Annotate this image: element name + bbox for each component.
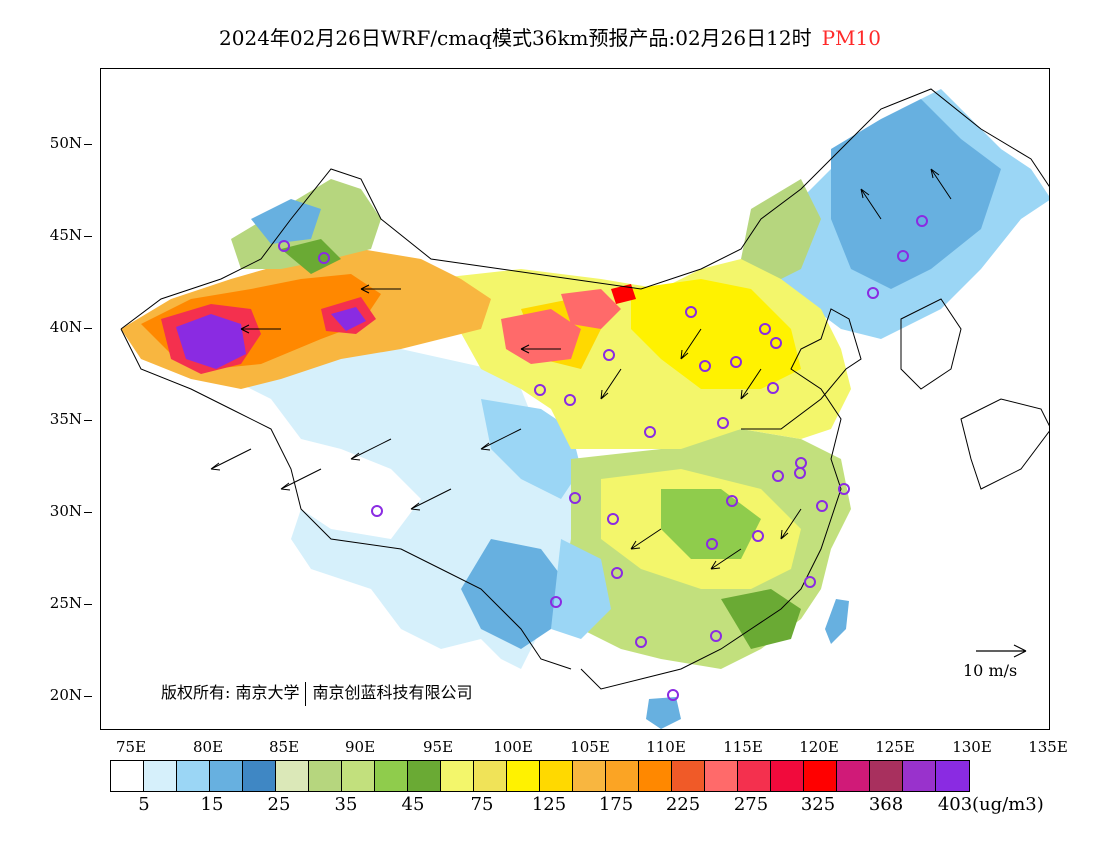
lon-label: 85E xyxy=(268,738,300,756)
legend-label: 15 xyxy=(200,794,224,815)
lat-label: 30N xyxy=(30,502,92,520)
legend-label: 368 xyxy=(868,794,904,815)
legend-swatch xyxy=(276,761,309,791)
lon-label: 95E xyxy=(422,738,454,756)
lon-label: 110E xyxy=(646,738,686,756)
korea-japan-outline xyxy=(900,298,1049,490)
legend-swatch xyxy=(837,761,870,791)
lon-label: 75E xyxy=(115,738,147,756)
title-main: 2024年02月26日WRF/cmaq模式36km预报产品:02月26日12时 xyxy=(219,26,812,50)
copyright-text: 版权所有: 南京大学 南京创蓝科技有限公司 xyxy=(161,679,473,706)
legend-swatch xyxy=(111,761,144,791)
lat-label: 20N xyxy=(30,686,92,704)
copyright-company: 南京创蓝科技有限公司 xyxy=(312,683,473,702)
legend-swatch xyxy=(243,761,276,791)
legend-swatch xyxy=(738,761,771,791)
legend-label: 125 xyxy=(531,794,567,815)
lon-label: 115E xyxy=(723,738,763,756)
legend-swatch xyxy=(771,761,804,791)
legend-label: 175 xyxy=(598,794,634,815)
title-variable: PM10 xyxy=(821,26,881,50)
lon-label: 120E xyxy=(799,738,839,756)
legend-swatch xyxy=(540,761,573,791)
legend-swatch xyxy=(870,761,903,791)
station-markers xyxy=(278,215,928,701)
wind-arrows xyxy=(210,168,952,570)
lat-label: 40N xyxy=(30,318,92,336)
legend-swatch xyxy=(375,761,408,791)
legend-unit: (ug/m3) xyxy=(972,794,1044,815)
legend-label: 75 xyxy=(470,794,494,815)
lat-label: 50N xyxy=(30,134,92,152)
pm10-field xyxy=(120,88,1049,729)
lon-label: 125E xyxy=(875,738,915,756)
legend-swatch xyxy=(672,761,705,791)
taiwan xyxy=(825,599,849,644)
color-legend xyxy=(110,760,970,792)
legend-swatch xyxy=(309,761,342,791)
lat-label: 25N xyxy=(30,594,92,612)
legend-swatch xyxy=(441,761,474,791)
lon-label: 135E xyxy=(1028,738,1068,756)
legend-swatch xyxy=(804,761,837,791)
map-panel: 版权所有: 南京大学 南京创蓝科技有限公司 10 m/s xyxy=(100,68,1050,730)
wind-scale-label: 10 m/s xyxy=(963,661,1018,680)
lon-label: 100E xyxy=(493,738,533,756)
border-south-west xyxy=(120,328,572,670)
legend-swatch xyxy=(408,761,441,791)
copyright-university: 版权所有: 南京大学 xyxy=(161,683,300,702)
legend-label: 25 xyxy=(267,794,291,815)
lon-label: 130E xyxy=(952,738,992,756)
lon-label: 105E xyxy=(570,738,610,756)
legend-label: 5 xyxy=(138,794,150,815)
lon-label: 80E xyxy=(192,738,224,756)
copyright-separator xyxy=(305,681,307,706)
scale-arrow xyxy=(976,644,1027,658)
hainan xyxy=(646,697,681,729)
lat-label: 45N xyxy=(30,226,92,244)
legend-swatch xyxy=(705,761,738,791)
legend-swatch xyxy=(474,761,507,791)
legend-swatch xyxy=(144,761,177,791)
legend-label: 225 xyxy=(665,794,701,815)
legend-label: 275 xyxy=(733,794,769,815)
legend-label: 45 xyxy=(401,794,425,815)
lon-label: 90E xyxy=(344,738,376,756)
legend-swatch xyxy=(507,761,540,791)
legend-swatch xyxy=(210,761,243,791)
lat-label: 35N xyxy=(30,410,92,428)
legend-label: 325 xyxy=(800,794,836,815)
coastline-east xyxy=(580,308,862,690)
border-north xyxy=(120,88,1049,330)
legend-swatch xyxy=(606,761,639,791)
legend-swatch xyxy=(573,761,606,791)
legend-swatch xyxy=(936,761,969,791)
legend-swatch xyxy=(903,761,936,791)
legend-label: 403 xyxy=(937,794,973,815)
map-title: 2024年02月26日WRF/cmaq模式36km预报产品:02月26日12时 P… xyxy=(0,22,1100,51)
legend-swatch xyxy=(177,761,210,791)
legend-swatch xyxy=(342,761,375,791)
legend-swatch xyxy=(639,761,672,791)
legend-label: 35 xyxy=(334,794,358,815)
